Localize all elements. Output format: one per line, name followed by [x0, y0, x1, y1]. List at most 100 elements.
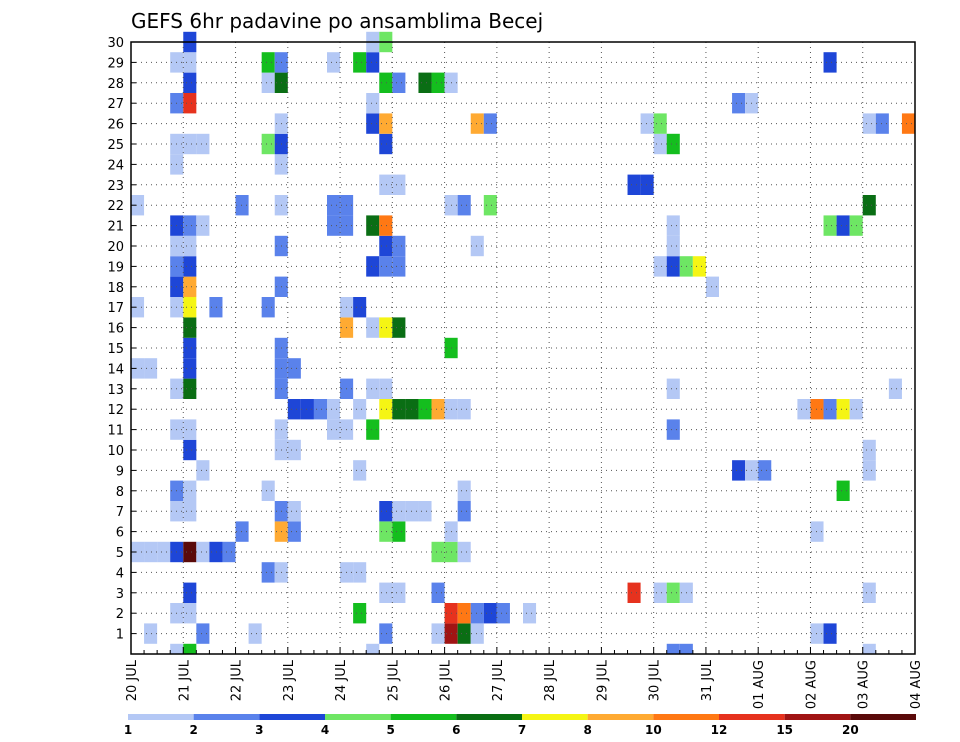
- data-cell: [287, 399, 301, 420]
- data-cell: [144, 623, 158, 644]
- data-cell: [653, 256, 667, 277]
- data-cell: [392, 72, 406, 93]
- data-cell: [379, 317, 393, 338]
- data-cell: [392, 174, 406, 195]
- color-scale-label: 8: [583, 723, 591, 737]
- data-cell: [196, 133, 210, 155]
- x-tick-label: 27 JUL: [491, 659, 506, 701]
- data-cell: [379, 256, 393, 277]
- data-cell: [379, 72, 393, 93]
- data-cell: [366, 643, 380, 654]
- y-tick-label: 29: [107, 56, 124, 71]
- data-cell: [313, 399, 327, 420]
- color-scale-segment: [259, 714, 325, 720]
- data-cell: [209, 541, 223, 563]
- data-cell: [183, 337, 197, 359]
- data-cell: [183, 358, 197, 379]
- data-cell: [470, 623, 484, 644]
- data-cell: [327, 215, 341, 236]
- color-scale-segment: [325, 714, 391, 720]
- data-cell: [875, 113, 889, 134]
- y-tick-label: 22: [107, 199, 124, 214]
- x-tick-label: 28 JUL: [543, 659, 558, 701]
- data-cell: [144, 541, 158, 563]
- data-cell: [353, 460, 367, 481]
- data-cell: [261, 480, 275, 501]
- data-cell: [196, 215, 210, 236]
- data-cell: [457, 501, 471, 522]
- x-tick-label: 01 AUG: [752, 660, 767, 709]
- y-tick-labels: 1234567891011121314151617181920212223242…: [107, 36, 124, 643]
- x-tick-label: 20 JUL: [125, 659, 140, 701]
- data-cell: [366, 93, 380, 114]
- data-cell: [353, 297, 367, 318]
- data-cell: [523, 603, 537, 624]
- data-cell: [901, 113, 915, 134]
- data-cell: [457, 541, 471, 563]
- color-scale-bar: [128, 714, 916, 720]
- data-cell: [183, 439, 197, 461]
- gridlines: [131, 41, 915, 654]
- data-cell: [862, 195, 876, 216]
- data-cell: [209, 297, 223, 318]
- data-cell: [457, 399, 471, 420]
- data-cell: [431, 399, 445, 420]
- y-tick-label: 17: [107, 301, 124, 316]
- data-cell: [366, 113, 380, 134]
- data-cell: [392, 235, 406, 257]
- data-cell: [483, 603, 497, 624]
- color-scale-segment: [719, 714, 785, 720]
- x-tick-label: 23 JUL: [282, 659, 297, 701]
- color-scale-label: 2: [189, 723, 197, 737]
- color-scale-labels: 1 2 3 4 5 6 7 8 10 12 15 20: [124, 723, 859, 737]
- data-cell: [732, 460, 746, 481]
- data-cell: [183, 133, 197, 155]
- color-scale-segment: [193, 714, 260, 720]
- data-cell: [758, 460, 772, 481]
- x-tick-label: 26 JUL: [439, 659, 454, 701]
- data-cell: [862, 113, 876, 134]
- data-cell: [183, 93, 197, 114]
- data-cell: [823, 52, 837, 73]
- y-tick-label: 4: [116, 566, 124, 581]
- y-tick-label: 26: [107, 118, 124, 133]
- data-cell: [431, 582, 445, 603]
- data-cell: [679, 643, 693, 654]
- data-cell: [131, 358, 145, 379]
- data-cell: [183, 501, 197, 522]
- data-cell: [183, 480, 197, 501]
- data-cell: [457, 623, 471, 644]
- data-cell: [823, 399, 837, 420]
- color-scale-label: 12: [711, 723, 728, 737]
- y-tick-label: 25: [107, 138, 124, 153]
- data-cell: [483, 113, 497, 134]
- data-cell: [131, 297, 145, 318]
- y-tick-label: 13: [107, 383, 124, 398]
- axis-ticks: [130, 41, 916, 654]
- data-cell: [287, 521, 301, 542]
- color-scale-segment: [784, 714, 851, 720]
- data-cell: [431, 541, 445, 563]
- data-cell: [287, 501, 301, 522]
- data-cell: [183, 276, 197, 297]
- data-cell: [300, 399, 314, 420]
- data-cell: [379, 399, 393, 420]
- color-scale-segment: [390, 714, 457, 720]
- y-tick-label: 11: [107, 424, 124, 439]
- data-cell: [653, 582, 667, 603]
- x-tick-label: 22 JUL: [230, 659, 245, 701]
- data-cell: [431, 623, 445, 644]
- data-cell: [823, 623, 837, 644]
- data-cell: [170, 643, 184, 654]
- data-cell: [392, 399, 406, 420]
- data-cell: [862, 460, 876, 481]
- x-tick-label: 30 JUL: [648, 659, 663, 701]
- x-tick-label: 21 JUL: [177, 659, 192, 701]
- data-cell: [327, 52, 341, 73]
- data-cell: [183, 541, 197, 563]
- data-cell: [379, 215, 393, 236]
- data-cell: [666, 378, 680, 399]
- data-cell: [666, 643, 680, 654]
- y-tick-label: 1: [116, 628, 124, 643]
- data-cell: [496, 603, 510, 624]
